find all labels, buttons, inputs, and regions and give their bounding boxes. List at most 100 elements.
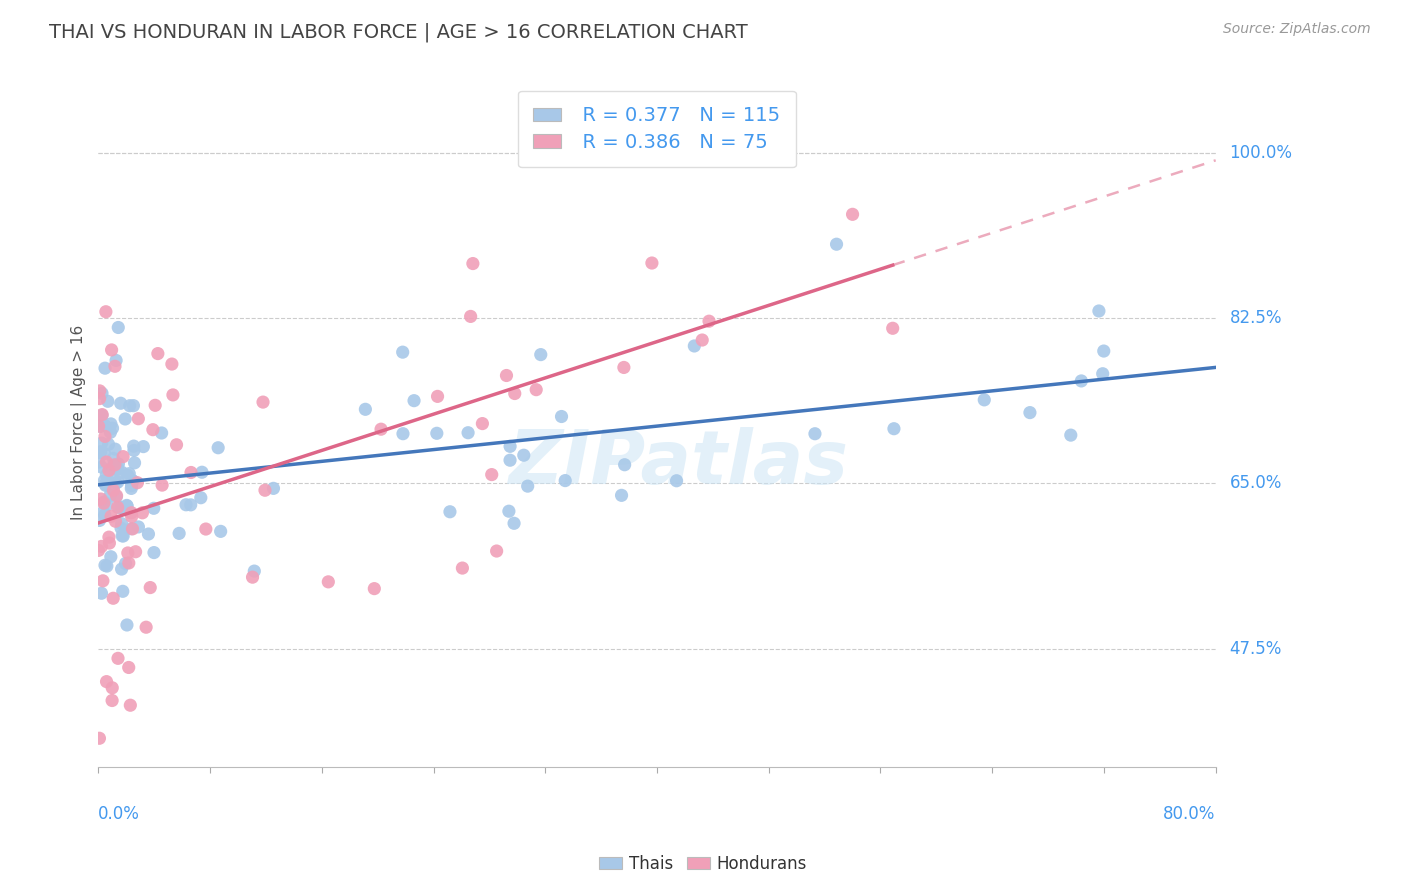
- Point: [882, 321, 904, 335]
- Point: [150, 478, 173, 492]
- Point: [97, 463, 120, 477]
- Text: Source: ZipAtlas.com: Source: ZipAtlas.com: [1223, 22, 1371, 37]
- Point: [94, 478, 117, 492]
- Point: [115, 499, 138, 513]
- Point: [498, 504, 520, 518]
- Point: [105, 462, 128, 476]
- Text: 82.5%: 82.5%: [1230, 310, 1282, 327]
- Point: [121, 478, 143, 492]
- Point: [100, 509, 122, 524]
- Point: [120, 522, 142, 536]
- Point: [111, 466, 134, 480]
- Point: [93, 474, 115, 488]
- Point: [131, 506, 153, 520]
- Point: [90, 491, 112, 506]
- Point: [485, 544, 508, 558]
- Point: [641, 256, 664, 270]
- Point: [90, 436, 112, 450]
- Point: [354, 402, 377, 417]
- Point: [143, 398, 166, 412]
- Point: [94, 418, 117, 433]
- Point: [610, 488, 633, 502]
- Point: [513, 448, 536, 462]
- Point: [115, 618, 138, 632]
- Point: [132, 440, 155, 454]
- Point: [370, 422, 392, 436]
- Point: [124, 545, 146, 559]
- Point: [94, 429, 117, 443]
- Point: [118, 467, 141, 481]
- Point: [142, 501, 165, 516]
- Point: [100, 417, 122, 431]
- Point: [104, 442, 127, 457]
- Point: [804, 426, 827, 441]
- Point: [191, 465, 214, 479]
- Point: [94, 558, 117, 573]
- Point: [139, 581, 162, 595]
- Point: [112, 450, 135, 464]
- Point: [104, 359, 127, 374]
- Point: [120, 698, 142, 713]
- Point: [96, 674, 118, 689]
- Point: [190, 491, 212, 505]
- Point: [94, 304, 117, 318]
- Point: [665, 474, 688, 488]
- Point: [103, 483, 125, 498]
- Point: [96, 468, 118, 483]
- Point: [90, 540, 112, 554]
- Point: [252, 395, 274, 409]
- Point: [180, 498, 202, 512]
- Point: [124, 456, 146, 470]
- Point: [253, 483, 276, 498]
- Point: [150, 425, 173, 440]
- Point: [471, 417, 494, 431]
- Point: [115, 499, 138, 513]
- Point: [481, 467, 503, 482]
- Point: [1088, 304, 1111, 318]
- Point: [122, 443, 145, 458]
- Point: [118, 399, 141, 413]
- Point: [93, 496, 115, 510]
- Point: [174, 498, 197, 512]
- Point: [111, 516, 134, 531]
- Point: [118, 556, 141, 570]
- Point: [103, 591, 125, 606]
- Point: [242, 570, 264, 584]
- Point: [100, 343, 122, 357]
- Point: [110, 396, 132, 410]
- Point: [107, 651, 129, 665]
- Point: [613, 360, 636, 375]
- Point: [495, 368, 517, 383]
- Point: [1070, 374, 1092, 388]
- Text: 100.0%: 100.0%: [1230, 144, 1292, 162]
- Point: [825, 237, 848, 252]
- Point: [107, 457, 129, 471]
- Point: [101, 681, 124, 695]
- Point: [973, 392, 995, 407]
- Point: [402, 393, 425, 408]
- Point: [87, 543, 110, 558]
- Point: [122, 399, 145, 413]
- Point: [111, 529, 134, 543]
- Point: [107, 500, 129, 515]
- Point: [104, 476, 127, 491]
- Point: [120, 506, 142, 520]
- Point: [98, 488, 121, 502]
- Point: [91, 408, 114, 422]
- Point: [524, 383, 547, 397]
- Point: [142, 423, 165, 437]
- Point: [841, 207, 863, 221]
- Point: [162, 388, 184, 402]
- Point: [207, 441, 229, 455]
- Point: [89, 392, 111, 406]
- Point: [97, 394, 120, 409]
- Point: [90, 445, 112, 459]
- Point: [461, 256, 484, 270]
- Point: [90, 419, 112, 434]
- Point: [108, 500, 131, 515]
- Point: [97, 530, 120, 544]
- Point: [103, 458, 125, 473]
- Point: [121, 522, 143, 536]
- Point: [90, 460, 112, 475]
- Point: [89, 513, 111, 527]
